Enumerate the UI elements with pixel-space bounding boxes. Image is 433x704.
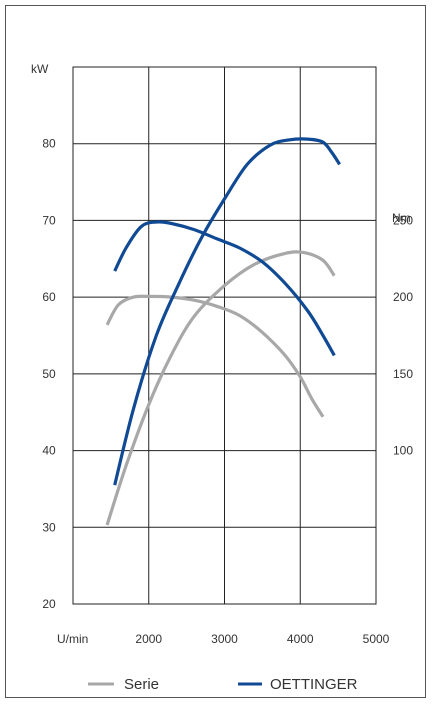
legend: Serie OETTINGER — [88, 676, 358, 693]
x-tick-label: 4000 — [287, 632, 314, 646]
chart-grid — [72, 66, 377, 605]
y-right-tick-label: 150 — [393, 367, 413, 381]
x-tick-label: 5000 — [363, 632, 390, 646]
chart-frame — [5, 5, 426, 698]
y-left-tick-label: 60 — [42, 290, 56, 304]
x-axis-label: U/min — [57, 632, 88, 646]
y-axis-right-label: Nm — [392, 211, 411, 225]
series-line-oettinger-torque — [113, 220, 336, 357]
y-left-tick-label: 80 — [42, 137, 56, 151]
x-tick-label: 2000 — [135, 632, 162, 646]
y-right-tick-label: 250 — [393, 213, 413, 227]
y-right-tick-label: 200 — [393, 290, 413, 304]
series-line-serie-torque — [105, 294, 325, 418]
y-left-tick-label: 20 — [42, 597, 56, 611]
y-left-tick-label: 30 — [42, 520, 56, 534]
y-left-tick-label: 70 — [42, 213, 56, 227]
y-left-tick-label: 40 — [42, 444, 56, 458]
x-tick-label: 3000 — [211, 632, 238, 646]
series-line-oettinger-power — [113, 137, 341, 486]
y-left-tick-label: 50 — [42, 367, 56, 381]
legend-label-serie: Serie — [124, 676, 159, 693]
y-right-tick-label: 100 — [393, 444, 413, 458]
tick-labels: 2000 3000 4000 5000 20 30 40 50 60 70 80 100 150 200 2… — [42, 137, 413, 646]
series-layer — [105, 137, 341, 526]
series-line-serie-power — [105, 250, 336, 526]
y-axis-left-label: kW — [31, 62, 49, 76]
legend-label-oettinger: OETTINGER — [270, 676, 358, 693]
